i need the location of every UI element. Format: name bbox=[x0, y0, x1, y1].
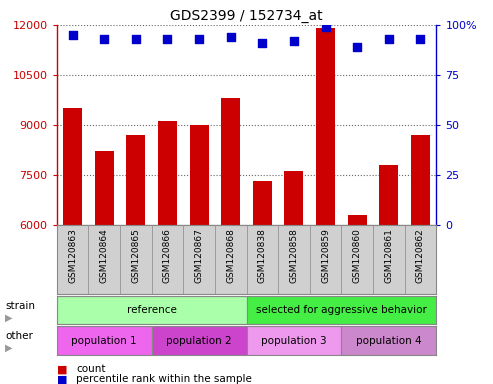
Text: population 4: population 4 bbox=[356, 336, 422, 346]
Text: GSM120859: GSM120859 bbox=[321, 228, 330, 283]
Text: selected for aggressive behavior: selected for aggressive behavior bbox=[256, 305, 427, 315]
Text: population 2: population 2 bbox=[166, 336, 232, 346]
Text: ▶: ▶ bbox=[5, 343, 12, 353]
Text: GSM120865: GSM120865 bbox=[131, 228, 141, 283]
Point bbox=[321, 24, 329, 30]
Text: GSM120863: GSM120863 bbox=[68, 228, 77, 283]
Bar bbox=[246, 296, 436, 324]
Bar bbox=[246, 326, 341, 355]
Point bbox=[69, 32, 76, 38]
Title: GDS2399 / 152734_at: GDS2399 / 152734_at bbox=[170, 8, 323, 23]
Point bbox=[100, 36, 108, 42]
Text: reference: reference bbox=[127, 305, 176, 315]
Text: count: count bbox=[76, 364, 106, 374]
Bar bbox=[152, 326, 246, 355]
Text: percentile rank within the sample: percentile rank within the sample bbox=[76, 374, 252, 384]
Point bbox=[195, 36, 203, 42]
Text: GSM120861: GSM120861 bbox=[385, 228, 393, 283]
Text: population 1: population 1 bbox=[71, 336, 137, 346]
Point bbox=[132, 36, 140, 42]
Point bbox=[258, 40, 266, 46]
Bar bbox=[126, 135, 145, 384]
Point bbox=[417, 36, 424, 42]
Text: strain: strain bbox=[5, 301, 35, 311]
Text: GSM120862: GSM120862 bbox=[416, 228, 425, 283]
Bar bbox=[348, 215, 367, 384]
Text: GSM120858: GSM120858 bbox=[289, 228, 298, 283]
Bar bbox=[411, 135, 430, 384]
Text: ▶: ▶ bbox=[5, 312, 12, 322]
Point bbox=[227, 34, 235, 40]
Bar bbox=[57, 296, 246, 324]
Text: GSM120864: GSM120864 bbox=[100, 228, 108, 283]
Text: GSM120867: GSM120867 bbox=[195, 228, 204, 283]
Text: GSM120860: GSM120860 bbox=[352, 228, 362, 283]
Text: GSM120838: GSM120838 bbox=[258, 228, 267, 283]
Text: other: other bbox=[5, 331, 33, 341]
Bar bbox=[341, 326, 436, 355]
Point bbox=[353, 44, 361, 50]
Point bbox=[164, 36, 172, 42]
Bar bbox=[57, 326, 152, 355]
Text: ■: ■ bbox=[57, 364, 67, 374]
Point bbox=[385, 36, 393, 42]
Bar bbox=[221, 98, 240, 384]
Bar bbox=[253, 181, 272, 384]
Text: ■: ■ bbox=[57, 374, 67, 384]
Bar bbox=[95, 151, 113, 384]
Bar bbox=[284, 171, 304, 384]
Point bbox=[290, 38, 298, 44]
Bar bbox=[316, 28, 335, 384]
Bar bbox=[380, 165, 398, 384]
Text: GSM120868: GSM120868 bbox=[226, 228, 235, 283]
Bar bbox=[189, 125, 209, 384]
Text: population 3: population 3 bbox=[261, 336, 327, 346]
Bar bbox=[158, 121, 177, 384]
Bar bbox=[63, 108, 82, 384]
Text: GSM120866: GSM120866 bbox=[163, 228, 172, 283]
